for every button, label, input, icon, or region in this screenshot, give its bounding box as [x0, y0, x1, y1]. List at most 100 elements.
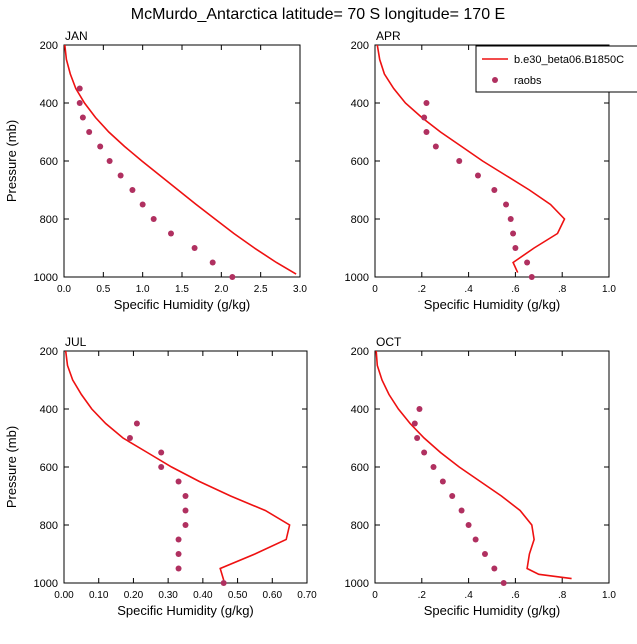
- raobs-point: [150, 216, 157, 222]
- raobs-point: [474, 172, 481, 179]
- raobs-point: [414, 435, 421, 441]
- y-tick-label: 200: [40, 40, 58, 52]
- x-tick-label: 0.0: [57, 284, 71, 295]
- raobs-point: [458, 507, 465, 514]
- x-tick-label: .2: [418, 284, 427, 295]
- x-tick-label: .6: [511, 284, 520, 295]
- y-tick-label: 1000: [34, 272, 58, 284]
- x-tick-label: 0.10: [89, 590, 109, 601]
- raobs-point: [175, 478, 182, 485]
- raobs-point: [158, 464, 165, 470]
- raobs-point: [182, 493, 189, 499]
- raobs-point: [139, 201, 146, 208]
- raobs-point: [439, 478, 446, 485]
- x-axis-label: Specific Humidity (g/kg): [114, 297, 251, 312]
- raobs-point: [411, 420, 418, 427]
- raobs-point: [129, 187, 136, 193]
- x-tick-label: 2.5: [254, 284, 268, 295]
- raobs-point: [503, 201, 510, 208]
- model-profile-line: [64, 350, 291, 581]
- x-tick-label: 0.00: [54, 590, 74, 601]
- x-tick-label: 1.0: [602, 590, 616, 601]
- raobs-point: [167, 230, 174, 237]
- raobs-point: [500, 580, 507, 586]
- y-tick-label: 600: [351, 462, 369, 474]
- raobs-point: [481, 551, 488, 557]
- raobs-point: [117, 172, 124, 179]
- panel-title: OCT: [376, 335, 402, 349]
- y-tick-label: 400: [40, 404, 58, 416]
- raobs-point: [220, 580, 227, 586]
- model-profile-line: [375, 350, 572, 580]
- x-axis-label: Specific Humidity (g/kg): [424, 297, 561, 312]
- x-tick-label: .8: [558, 284, 567, 295]
- x-tick-label: .8: [558, 590, 567, 601]
- model-profile-line: [64, 44, 297, 275]
- y-tick-label: 1000: [345, 272, 369, 284]
- x-axis-label: Specific Humidity (g/kg): [424, 603, 561, 618]
- raobs-point: [416, 406, 423, 412]
- chart-panel-apr: APR 0 .2 .4 .6 .8 1.0 200 400 600 800 1000 Specific …: [345, 29, 637, 312]
- y-tick-label: 800: [351, 520, 369, 532]
- raobs-point: [456, 158, 463, 164]
- raobs-point: [76, 85, 83, 92]
- chart-panel-oct: OCT 0 .2 .4 .6 .8 1.0 200 400 600 800 1000 Specific …: [345, 335, 617, 618]
- raobs-point: [126, 435, 133, 441]
- y-tick-label: 200: [351, 346, 369, 358]
- x-tick-label: 0.5: [96, 284, 110, 295]
- x-tick-label: .2: [418, 590, 427, 601]
- y-tick-label: 600: [351, 156, 369, 168]
- raobs-point: [158, 449, 165, 456]
- y-tick-label: 200: [351, 40, 369, 52]
- x-tick-label: 0: [372, 590, 378, 601]
- x-axis-label: Specific Humidity (g/kg): [117, 603, 254, 618]
- raobs-point: [175, 536, 182, 543]
- raobs-point: [175, 565, 182, 572]
- raobs-point: [507, 216, 514, 222]
- raobs-point: [229, 274, 236, 280]
- raobs-point: [76, 100, 83, 106]
- y-tick-label: 600: [40, 462, 58, 474]
- x-tick-label: 3.0: [293, 284, 307, 295]
- raobs-point: [524, 259, 531, 266]
- y-tick-label: 400: [351, 404, 369, 416]
- x-tick-label: 0.40: [193, 590, 213, 601]
- x-tick-label: .6: [511, 590, 520, 601]
- y-tick-label: 400: [40, 98, 58, 110]
- y-tick-label: 1000: [345, 578, 369, 590]
- panel-title: APR: [376, 29, 401, 43]
- y-axis-label: Pressure (mb): [4, 120, 19, 202]
- model-profile-line: [376, 44, 566, 273]
- plot-frame: [374, 350, 610, 584]
- raobs-point: [432, 143, 439, 150]
- raobs-point: [86, 129, 93, 135]
- x-tick-label: 0.60: [263, 590, 283, 601]
- x-tick-label: 0.20: [124, 590, 144, 601]
- raobs-point: [97, 143, 104, 150]
- raobs-point: [423, 100, 430, 106]
- y-tick-label: 800: [40, 214, 58, 226]
- raobs-point: [512, 245, 519, 251]
- plot-frame: [63, 44, 301, 278]
- raobs-point: [182, 522, 189, 528]
- raobs-point: [528, 274, 535, 280]
- raobs-point: [133, 420, 140, 427]
- legend-box: [475, 45, 637, 93]
- x-tick-label: .4: [464, 284, 473, 295]
- raobs-point: [510, 230, 517, 237]
- plot-frame: [63, 350, 308, 584]
- legend-label: b.e30_beta06.B1850C: [514, 54, 624, 66]
- y-tick-label: 1000: [34, 578, 58, 590]
- x-tick-label: 1.0: [602, 284, 616, 295]
- x-tick-label: 1.5: [175, 284, 189, 295]
- y-tick-label: 800: [40, 520, 58, 532]
- raobs-point: [79, 114, 86, 121]
- raobs-point: [491, 565, 498, 572]
- raobs-point: [430, 464, 437, 470]
- chart-panel-jan: JAN 0.0 0.5 1.0 1.5 2.0 2.5 3.0 200 400 600 800 1000…: [4, 29, 307, 312]
- raobs-point: [106, 158, 113, 164]
- y-tick-label: 200: [40, 346, 58, 358]
- raobs-point: [191, 245, 198, 251]
